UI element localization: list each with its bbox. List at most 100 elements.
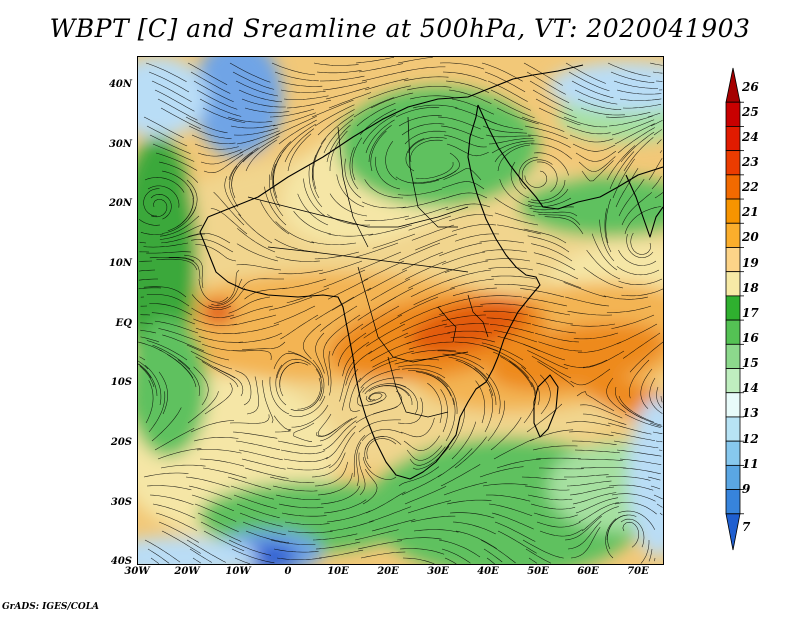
colorbar-label-15: 15: [742, 356, 759, 370]
streamline: [523, 228, 567, 244]
streamline: [487, 347, 527, 370]
streamline: [241, 458, 286, 470]
streamline: [447, 330, 493, 334]
streamline: [161, 530, 201, 554]
streamline: [440, 464, 481, 487]
streamline: [365, 392, 383, 402]
streamline: [371, 519, 416, 532]
streamline: [312, 533, 358, 541]
streamline: [329, 130, 348, 171]
streamline: [567, 521, 602, 550]
streamline: [480, 539, 516, 564]
streamline: [538, 107, 581, 126]
streamline: [280, 449, 326, 455]
streamline: [149, 494, 194, 506]
streamline: [312, 138, 327, 181]
streamline: [629, 341, 663, 373]
streamline: [357, 540, 403, 550]
streamline: [186, 539, 226, 563]
streamline: [488, 503, 533, 517]
streamline: [146, 485, 192, 491]
streamline: [145, 380, 154, 424]
streamline: [395, 176, 440, 184]
streamline: [648, 157, 663, 181]
streamline: [297, 377, 321, 410]
streamline: [529, 429, 574, 442]
colorbar-swatch: [725, 126, 741, 152]
streamline: [195, 244, 237, 262]
streamline: [368, 385, 410, 397]
lat-label-30s: 30S: [110, 497, 132, 508]
streamline: [341, 368, 359, 411]
streamline: [311, 241, 357, 245]
streamline: [530, 143, 573, 160]
streamline: [448, 356, 488, 379]
colorbar-swatch: [725, 392, 741, 418]
streamline: [614, 502, 657, 515]
streamline: [154, 320, 199, 334]
streamline: [229, 62, 271, 83]
streamline: [375, 156, 401, 190]
streamline: [451, 98, 495, 115]
streamline: [406, 332, 451, 345]
streamline: [660, 395, 663, 403]
streamline: [656, 386, 662, 409]
wbpt-region: [138, 317, 208, 457]
streamline: [191, 294, 232, 310]
streamline: [403, 76, 449, 82]
streamline: [499, 179, 533, 208]
lon-label-20e: 20E: [377, 566, 399, 577]
streamline: [486, 373, 501, 415]
streamline: [274, 71, 319, 82]
streamline: [568, 431, 614, 437]
streamline: [614, 123, 655, 145]
streamline: [138, 218, 161, 226]
streamline: [407, 137, 447, 154]
streamline: [530, 179, 566, 201]
streamline: [152, 143, 195, 162]
streamline: [325, 86, 370, 100]
streamline: [232, 431, 278, 439]
streamline: [540, 374, 551, 415]
streamline: [448, 89, 492, 105]
streamline: [397, 397, 424, 424]
streamline: [605, 518, 617, 559]
colorbar-label-11: 11: [742, 457, 759, 471]
streamline: [199, 458, 245, 467]
streamline: [474, 367, 497, 406]
streamline: [196, 449, 242, 454]
streamline: [412, 104, 458, 109]
streamline: [158, 328, 202, 343]
streamline: [654, 557, 656, 562]
streamline: [564, 515, 602, 541]
streamline: [185, 476, 230, 488]
streamline: [235, 323, 280, 334]
streamline: [483, 548, 503, 563]
streamline: [494, 521, 536, 542]
streamline: [328, 233, 374, 237]
streamline: [624, 413, 661, 428]
colorbar-label-18: 18: [742, 281, 759, 295]
streamline: [533, 512, 578, 519]
streamline: [290, 386, 323, 411]
streamline: [233, 494, 277, 509]
streamline: [497, 144, 531, 172]
streamline: [617, 127, 655, 154]
streamline: [311, 154, 320, 199]
streamline: [397, 188, 443, 196]
streamline: [312, 359, 325, 402]
streamline: [273, 352, 310, 370]
streamline: [599, 219, 615, 262]
streamline: [238, 332, 283, 343]
streamline: [278, 503, 324, 509]
streamline: [275, 494, 321, 500]
streamline: [370, 278, 411, 301]
colorbar-label-21: 21: [742, 205, 759, 219]
streamline: [187, 391, 219, 424]
streamline: [621, 288, 663, 297]
streamline: [356, 442, 362, 487]
streamline: [650, 485, 661, 490]
streamline: [236, 264, 282, 271]
streamline: [317, 413, 337, 437]
streamline: [197, 149, 242, 157]
